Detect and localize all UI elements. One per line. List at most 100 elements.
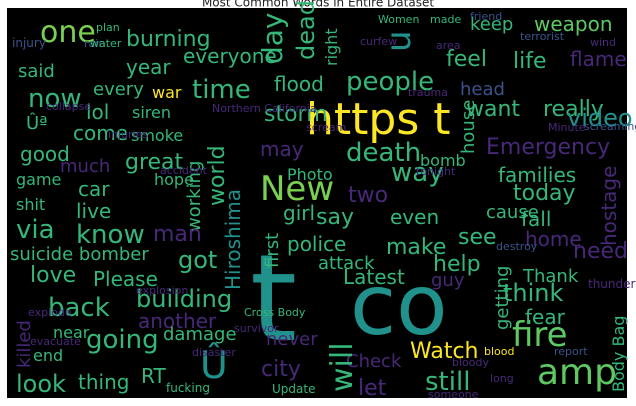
word: today [513, 181, 576, 206]
word: life [513, 49, 547, 74]
word: man [153, 222, 202, 247]
word: working [184, 161, 205, 232]
word: every [93, 79, 144, 100]
word: cause [486, 202, 539, 223]
word: trauma [408, 86, 448, 99]
word: never [266, 329, 318, 350]
word: building [136, 285, 232, 313]
word: girl [283, 201, 315, 225]
word: think [503, 279, 564, 307]
word: make [386, 235, 446, 260]
word: RT [141, 364, 166, 388]
word: need [573, 239, 628, 264]
word: getting [492, 266, 513, 330]
word: Watch [410, 339, 479, 364]
word: end [33, 346, 63, 365]
word: lol [86, 100, 109, 124]
word: even [390, 205, 439, 229]
word: got [178, 246, 217, 274]
word: co [350, 256, 448, 354]
word: curfew [360, 35, 397, 48]
word: scream [306, 121, 346, 134]
word: via [16, 215, 55, 245]
word: back [48, 293, 110, 323]
word: want [466, 97, 520, 122]
word: car [78, 177, 110, 201]
word: great [125, 150, 184, 175]
word: first [262, 233, 283, 268]
word: Û [200, 343, 228, 387]
word: flood [274, 72, 324, 96]
word: https t [306, 94, 450, 145]
word: Body Bag [609, 316, 628, 392]
word: shit [16, 195, 45, 214]
word: made [430, 13, 461, 26]
word: friend [470, 10, 502, 23]
word: look [16, 370, 66, 398]
word: way [391, 158, 444, 188]
word: video [567, 104, 633, 132]
word: thing [78, 370, 129, 394]
word: time [192, 75, 251, 105]
word: two [348, 183, 388, 208]
word: Check [346, 351, 402, 372]
word: another [138, 309, 217, 333]
word: bomb [420, 151, 466, 170]
word: really [543, 97, 604, 122]
word: Emergency [486, 135, 610, 160]
word: explosion [136, 284, 188, 297]
word: u [379, 30, 419, 52]
word: area [436, 39, 461, 52]
word: weapon [534, 12, 613, 36]
word: day [256, 12, 289, 64]
word: disaster [192, 346, 236, 359]
word: guy [431, 270, 465, 291]
word: t [250, 230, 297, 369]
word: everyone [183, 44, 277, 68]
word: hope [154, 170, 194, 189]
word: one [40, 15, 96, 50]
word: know [76, 220, 145, 250]
word: Latest [343, 265, 405, 289]
word: screaming [584, 120, 636, 133]
word: come [73, 121, 128, 145]
word: injuries [108, 128, 148, 141]
word: year [126, 55, 171, 79]
word: Women [378, 13, 419, 26]
word: Photo [287, 165, 333, 184]
word: injury [12, 36, 46, 50]
word: collapse [46, 100, 91, 113]
word: world [205, 145, 230, 206]
word: help [433, 252, 481, 277]
word: Update [272, 382, 315, 396]
word: Please [93, 267, 158, 291]
word: live [76, 199, 111, 223]
word: right [322, 28, 341, 66]
word: still [425, 367, 470, 397]
word: destroy [496, 240, 538, 253]
word: Minute [548, 121, 586, 134]
chart-title: Most Common Words in Entire Dataset [202, 0, 434, 10]
word: someone [428, 388, 479, 401]
word: report [554, 345, 588, 358]
word: Cross Body [244, 306, 306, 319]
word: city [261, 357, 301, 382]
word: Thank [522, 266, 579, 287]
word: may [260, 137, 304, 161]
word: fire [512, 315, 568, 355]
word: keep [470, 14, 513, 35]
word: death [346, 138, 421, 168]
word: explode [28, 306, 72, 319]
word: Ûª [26, 112, 48, 134]
cloud-background [7, 8, 627, 398]
word: thunder [588, 277, 636, 291]
word: near [53, 323, 90, 342]
word: siren [132, 103, 171, 122]
word: tonight [416, 165, 456, 178]
word: damage [163, 324, 237, 345]
word: blood [484, 345, 514, 358]
word: people [346, 67, 434, 97]
word: feel [446, 47, 487, 72]
